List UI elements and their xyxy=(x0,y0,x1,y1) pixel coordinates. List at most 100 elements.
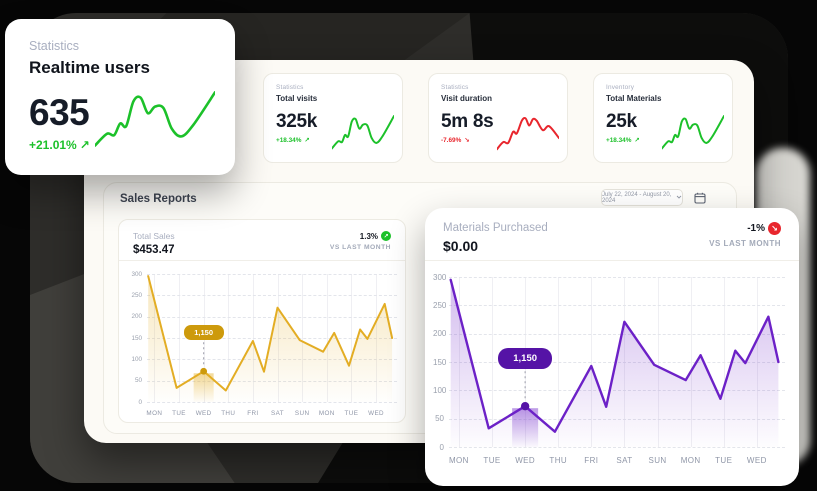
y-axis-label: 300 xyxy=(131,270,142,278)
sparkline-chart xyxy=(661,109,725,153)
stat-card-category: Inventory xyxy=(606,84,635,91)
x-axis-label: WED xyxy=(195,410,212,417)
x-axis-label: WED xyxy=(368,410,385,417)
stat-card-delta: -7.69% ↘ xyxy=(441,137,470,144)
sparkline-chart xyxy=(93,81,217,153)
area-fill xyxy=(148,276,393,402)
x-axis-label: TUE xyxy=(715,456,733,465)
chart-gridline-horizontal xyxy=(147,402,397,403)
y-axis-label: 50 xyxy=(435,414,444,424)
y-axis-label: 300 xyxy=(433,272,447,282)
y-axis-label: 200 xyxy=(433,329,447,339)
trend-down-icon: ↘ xyxy=(464,137,470,144)
data-point-marker[interactable] xyxy=(520,402,530,411)
x-axis-label: SUN xyxy=(294,410,310,417)
stat-card-value: 635 xyxy=(29,92,90,133)
total-sales-line-chart[interactable]: MON TUE WED THU FRI SAT SUN MON TUE WED 0 50 100 150 2… xyxy=(125,266,401,422)
area-fill xyxy=(450,279,779,447)
divider xyxy=(425,260,799,261)
chevron-down-icon xyxy=(676,195,682,201)
stat-card-delta: +18.34% ↗ xyxy=(276,137,310,144)
x-axis-label: MON xyxy=(318,410,335,417)
stat-card-delta: +21.01% ↗ xyxy=(29,138,90,152)
chart-gridline-horizontal xyxy=(449,447,785,448)
x-axis-label: FRI xyxy=(584,456,599,465)
stat-card-visit-duration: Statistics Visit duration 5m 8s -7.69% ↘ xyxy=(428,73,568,163)
chart-title: Total Sales xyxy=(133,231,175,241)
chart-gridline-horizontal xyxy=(147,295,397,297)
trend-up-badge-icon: ↗ xyxy=(381,231,391,241)
chart-gridline-horizontal xyxy=(449,305,785,307)
chart-tooltip: 1,150 xyxy=(498,348,553,370)
y-axis-label: 100 xyxy=(433,385,447,395)
x-axis-label: WED xyxy=(746,456,767,465)
line-series xyxy=(147,275,394,392)
stat-card-title: Visit duration xyxy=(441,94,492,103)
chart-gridline-horizontal xyxy=(449,277,785,278)
realtime-users-card: Statistics Realtime users 635 +21.01% ↗ xyxy=(5,19,235,175)
chart-plot xyxy=(147,275,394,402)
sparkline-chart xyxy=(331,109,395,153)
chart-gridline-horizontal xyxy=(147,316,397,318)
materials-purchased-line-chart[interactable]: MON TUE WED THU FRI SAT SUN MON TUE WED 0 50 100 150 2… xyxy=(433,266,791,484)
chart-delta: -1% ↘ xyxy=(709,222,781,235)
stat-card-category: Statistics xyxy=(276,84,304,91)
stat-card-value: 325k xyxy=(276,111,318,132)
x-axis-label: MON xyxy=(146,410,163,417)
trend-down-badge-icon: ↘ xyxy=(768,222,781,235)
stat-card-total-materials: Inventory Total Materials 25k +18.34% ↗ xyxy=(593,73,733,163)
date-range-picker[interactable]: July 22, 2024 - August 20, 2024 xyxy=(601,189,683,206)
x-axis-label: SUN xyxy=(648,456,667,465)
x-axis-label: WED xyxy=(515,456,536,465)
y-axis-label: 150 xyxy=(433,357,447,367)
sparkline-svg xyxy=(93,91,217,147)
compare-label: VS LAST MONTH xyxy=(709,239,781,248)
chart-delta: 1.3% ↗ xyxy=(330,231,391,241)
x-axis-label: THU xyxy=(549,456,568,465)
calendar-icon[interactable] xyxy=(692,190,707,205)
total-sales-card: Total Sales $453.47 1.3% ↗ VS LAST MONTH… xyxy=(118,219,406,423)
x-axis-label: TUE xyxy=(344,410,359,417)
y-axis-label: 250 xyxy=(433,300,447,310)
line-series xyxy=(449,278,780,433)
sparkline-svg xyxy=(496,116,560,151)
materials-purchased-card: Materials Purchased $0.00 -1% ↘ VS LAST … xyxy=(425,208,799,486)
highlight-column xyxy=(193,373,214,402)
y-axis-label: 200 xyxy=(131,313,142,321)
stat-card-title: Total visits xyxy=(276,94,318,103)
compare-label: VS LAST MONTH xyxy=(329,244,391,251)
chart-title: Materials Purchased xyxy=(443,222,548,234)
chart-value: $0.00 xyxy=(443,238,479,254)
trend-up-icon: ↗ xyxy=(304,137,310,144)
stat-card-title: Total Materials xyxy=(606,94,662,103)
stat-card-value: 5m 8s xyxy=(441,111,494,132)
x-axis-label: MON xyxy=(448,456,469,465)
stat-card-total-visits: Statistics Total visits 325k +18.34% ↗ xyxy=(263,73,403,163)
y-axis-label: 50 xyxy=(134,377,142,385)
chart-tooltip: 1,150 xyxy=(183,325,224,341)
x-axis-label: SAT xyxy=(271,410,285,417)
data-point-marker[interactable] xyxy=(200,367,208,375)
y-axis-label: 100 xyxy=(131,355,142,363)
stat-card-category: Statistics xyxy=(29,39,80,53)
chart-gridline-horizontal xyxy=(147,274,397,275)
y-axis-label: 150 xyxy=(131,334,142,342)
y-axis-label: 0 xyxy=(138,398,142,406)
stat-card-value: 25k xyxy=(606,111,637,132)
date-range-value: July 22, 2024 - August 20, 2024 xyxy=(602,191,672,204)
trend-up-icon: ↗ xyxy=(79,138,90,152)
y-axis-label: 250 xyxy=(131,291,142,299)
x-axis-label: THU xyxy=(221,410,236,417)
section-title: Sales Reports xyxy=(120,193,197,205)
stat-card-title: Realtime users xyxy=(29,58,150,77)
x-axis-label: TUE xyxy=(172,410,186,417)
stat-card-delta: +18.34% ↗ xyxy=(606,137,640,144)
y-axis-label: 0 xyxy=(439,442,444,452)
x-axis-label: TUE xyxy=(483,456,501,465)
sparkline-svg xyxy=(661,115,725,150)
x-axis-label: MON xyxy=(680,456,701,465)
trend-up-icon: ↗ xyxy=(634,137,640,144)
sparkline-chart xyxy=(496,109,560,153)
x-axis-label: FRI xyxy=(247,410,259,417)
